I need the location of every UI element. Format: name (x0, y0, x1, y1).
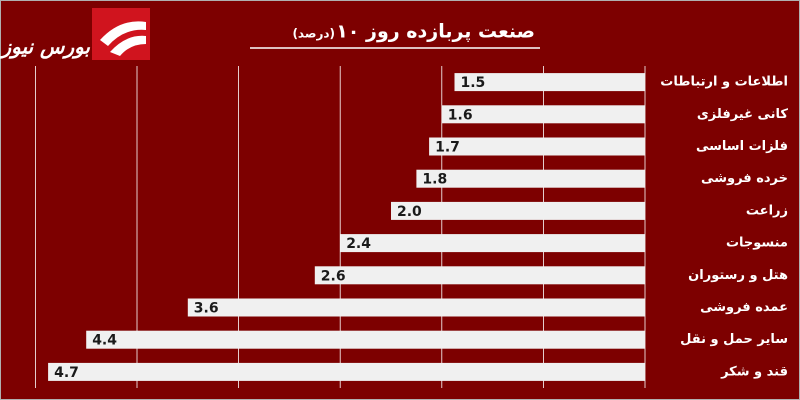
chart-subtitle: (درصد) (292, 27, 335, 41)
y-tick-label: منسوجات (726, 236, 788, 251)
value-label: 2.0 (397, 204, 422, 220)
value-label: 1.7 (435, 140, 460, 156)
logo-swoosh (100, 21, 146, 57)
y-tick-label: زراعت (746, 203, 788, 218)
chart-title: ۱۰ صنعت پربازده روز (336, 21, 535, 43)
bar (391, 201, 645, 220)
value-label: 2.4 (346, 236, 371, 252)
y-tick-label: اطلاعات و ارتباطات (660, 75, 788, 90)
y-tick-label: قند و شکر (720, 364, 788, 379)
y-tick-label: سایر حمل و نقل (680, 332, 788, 347)
y-tick-label: کانی غیرفلزی (697, 107, 789, 122)
value-label: 1.6 (448, 107, 473, 123)
value-label: 2.6 (321, 268, 346, 284)
bar (416, 169, 645, 188)
y-tick-label: خرده فروشی (701, 171, 788, 186)
value-label: 1.8 (422, 172, 447, 188)
y-tick-label: فلزات اساسی (696, 139, 788, 154)
bar (187, 298, 646, 317)
bar (429, 137, 645, 156)
value-label: 4.4 (92, 333, 117, 349)
bar (454, 73, 645, 92)
bar (86, 330, 645, 349)
y-tick-label: هتل و رستوران (688, 268, 788, 283)
value-label: 1.5 (461, 75, 486, 91)
logo: بورس نیوز (0, 8, 150, 60)
bar (340, 234, 645, 253)
bar (48, 362, 646, 381)
value-label: 4.7 (54, 365, 79, 381)
bar (441, 105, 645, 124)
value-label: 3.6 (194, 301, 219, 317)
logo-text: بورس نیوز (0, 35, 90, 60)
y-tick-label: عمده فروشی (700, 300, 788, 315)
bar (314, 266, 645, 285)
